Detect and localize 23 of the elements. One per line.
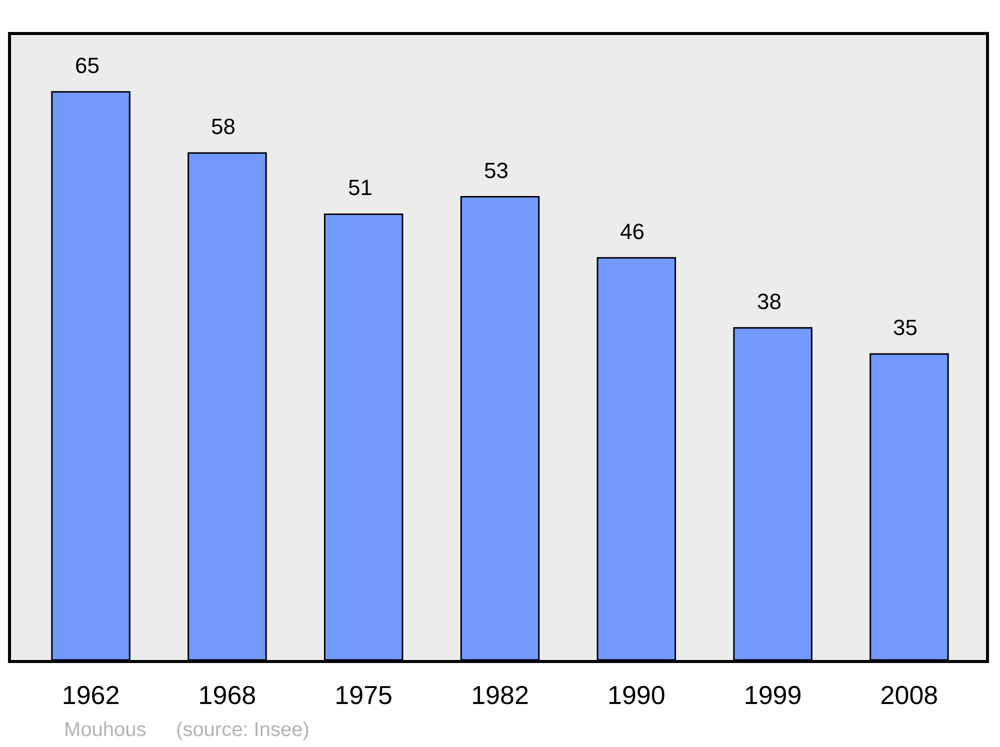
bar xyxy=(596,257,676,660)
bar xyxy=(324,213,404,660)
x-tick-label: 1975 xyxy=(334,680,393,710)
x-tick-label: 1990 xyxy=(607,680,666,710)
text: (source: Insee) xyxy=(176,719,310,741)
data-label: 38 xyxy=(757,289,782,314)
data-label: 65 xyxy=(75,53,100,78)
bar xyxy=(460,196,540,660)
x-tick-label: 1968 xyxy=(198,680,256,710)
bar xyxy=(188,152,267,660)
bar xyxy=(870,353,949,660)
x-tick-label: 1982 xyxy=(471,680,529,710)
x-tick-label: 1999 xyxy=(744,680,802,710)
text: Mouhous xyxy=(64,719,146,741)
data-label: 35 xyxy=(893,315,918,340)
data-label: 46 xyxy=(620,219,644,244)
data-label: 51 xyxy=(348,175,372,200)
x-tick-label: 2008 xyxy=(880,680,938,710)
data-label: 53 xyxy=(484,158,508,183)
bar xyxy=(733,327,812,660)
x-tick-label: 1962 xyxy=(62,680,120,710)
bar xyxy=(51,91,130,660)
data-label: 58 xyxy=(211,114,236,139)
